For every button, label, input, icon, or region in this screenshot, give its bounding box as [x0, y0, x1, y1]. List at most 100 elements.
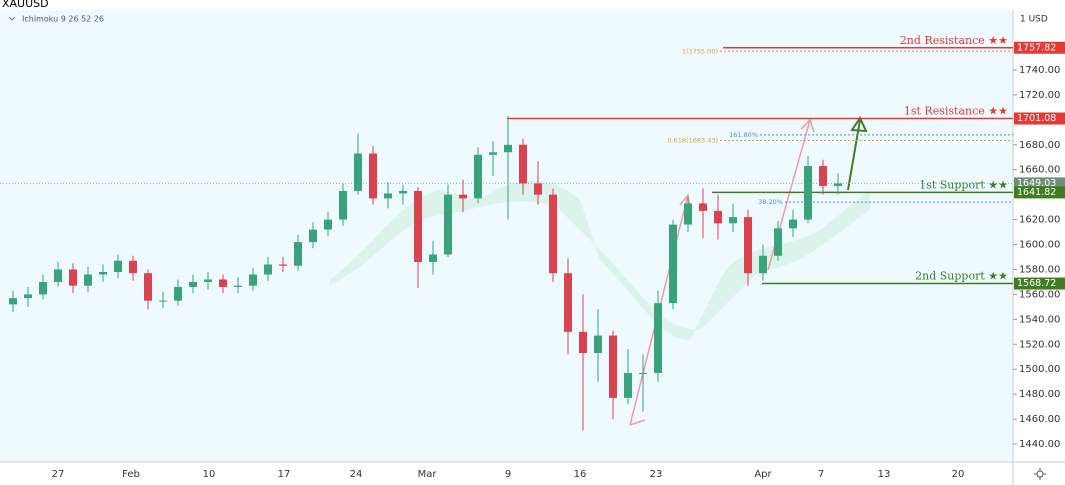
- plot-background: [0, 10, 1013, 462]
- candle-body: [294, 242, 302, 266]
- y-tick-label: 1440.00: [1019, 439, 1060, 450]
- candle-body: [684, 203, 692, 225]
- candle-body: [579, 331, 587, 354]
- y-tick-label: 1560.00: [1019, 289, 1060, 300]
- settings-icon[interactable]: [1034, 468, 1046, 480]
- candle-body: [519, 144, 527, 184]
- x-tick-label: Apr: [754, 469, 772, 480]
- candle-body: [489, 152, 497, 155]
- candle-body: [504, 144, 512, 153]
- candle-body: [129, 260, 137, 274]
- fib-label: 38.20%: [758, 198, 783, 206]
- level-label: 2nd Resistance ★★: [900, 34, 1008, 47]
- level-label: 1st Resistance ★★: [904, 105, 1008, 118]
- candle-body: [804, 165, 812, 220]
- symbol-title: XAUUSD: [2, 0, 49, 10]
- currency-label: 1 USD: [1020, 15, 1048, 25]
- arrow-head: [800, 118, 815, 133]
- candle-body: [324, 219, 332, 230]
- candle-body: [9, 298, 17, 305]
- candle-body: [609, 335, 617, 398]
- x-tick-label: 7: [818, 469, 824, 480]
- level-tag-label: 1757.82: [1017, 42, 1056, 53]
- candle-body: [759, 255, 767, 274]
- candle-body: [99, 271, 107, 275]
- price-tag-label: 1649.03: [1017, 178, 1056, 189]
- fib-label: 1(1755.00): [682, 47, 718, 55]
- x-tick-label: Feb: [122, 469, 140, 480]
- level-tag: [1014, 112, 1065, 125]
- candle-body: [534, 183, 542, 195]
- candle-body: [24, 294, 32, 299]
- y-tick-label: 1520.00: [1019, 339, 1060, 350]
- candle-body: [744, 217, 752, 274]
- level-tag: [1014, 41, 1065, 54]
- candle-body: [669, 224, 677, 304]
- x-tick-label: 23: [650, 469, 663, 480]
- candle-body: [69, 269, 77, 286]
- candle-body: [474, 154, 482, 199]
- candle-body: [564, 273, 572, 332]
- x-tick-label: 27: [52, 469, 65, 480]
- target-arrow: [847, 119, 861, 191]
- level-tag-label: 1568.72: [1017, 278, 1056, 289]
- candle-body: [444, 194, 452, 255]
- x-tick-label: 10: [203, 469, 216, 480]
- y-tick-label: 1480.00: [1019, 389, 1060, 400]
- x-tick-label: 16: [574, 469, 587, 480]
- y-tick-label: 1540.00: [1019, 314, 1060, 325]
- arrow-head: [679, 193, 691, 208]
- candle-body: [714, 210, 722, 224]
- level-label: 1st Support ★★: [919, 178, 1008, 191]
- candle-body: [309, 229, 317, 243]
- candle-body: [834, 183, 842, 186]
- candle-body: [114, 260, 122, 272]
- candle-body: [399, 190, 407, 194]
- candle-body: [339, 190, 347, 220]
- x-tick-label: 9: [505, 469, 511, 480]
- candle-body: [144, 273, 152, 301]
- level-tag: [1014, 186, 1065, 199]
- candle-body: [384, 193, 392, 199]
- y-tick-label: 1500.00: [1019, 364, 1060, 375]
- candle-body: [429, 254, 437, 262]
- candle-body: [249, 274, 257, 286]
- candle-body: [594, 335, 602, 354]
- y-tick-label: 1600.00: [1019, 240, 1060, 251]
- candle-body: [789, 219, 797, 229]
- candle-body: [189, 281, 197, 287]
- y-tick-label: 1680.00: [1019, 140, 1060, 151]
- candle-body: [234, 285, 242, 287]
- candle-body: [774, 228, 782, 256]
- candle-body: [39, 281, 47, 295]
- fib-label: 161.80%: [729, 131, 758, 139]
- candle-body: [729, 217, 737, 224]
- y-tick-label: 1580.00: [1019, 264, 1060, 275]
- level-tag: [1014, 277, 1065, 290]
- x-tick-label: Mar: [418, 469, 438, 480]
- candle-body: [54, 269, 62, 282]
- candle-body: [654, 303, 662, 373]
- candle-body: [174, 286, 182, 301]
- x-tick-label: 13: [878, 469, 891, 480]
- candle-body: [369, 153, 377, 199]
- indicator-label[interactable]: Ichimoku 9 26 52 26: [22, 15, 104, 24]
- candle-body: [624, 372, 632, 398]
- x-tick-label: 24: [350, 469, 363, 480]
- level-tag-label: 1641.82: [1017, 187, 1056, 198]
- level-tag-label: 1701.08: [1017, 113, 1056, 124]
- candle-body: [639, 372, 647, 374]
- candle-body: [354, 153, 362, 191]
- candle-body: [204, 279, 212, 282]
- y-tick-label: 1720.00: [1019, 90, 1060, 101]
- fib-label: 0.618(1683.43): [667, 137, 718, 145]
- x-tick-label: 20: [952, 469, 965, 480]
- y-tick-label: 1620.00: [1019, 215, 1060, 226]
- candle-body: [819, 165, 827, 186]
- arrow-head: [850, 115, 868, 133]
- y-tick-label: 1460.00: [1019, 414, 1060, 425]
- collapse-icon[interactable]: [8, 16, 16, 21]
- candle-body: [699, 203, 707, 211]
- candle-body: [459, 194, 467, 199]
